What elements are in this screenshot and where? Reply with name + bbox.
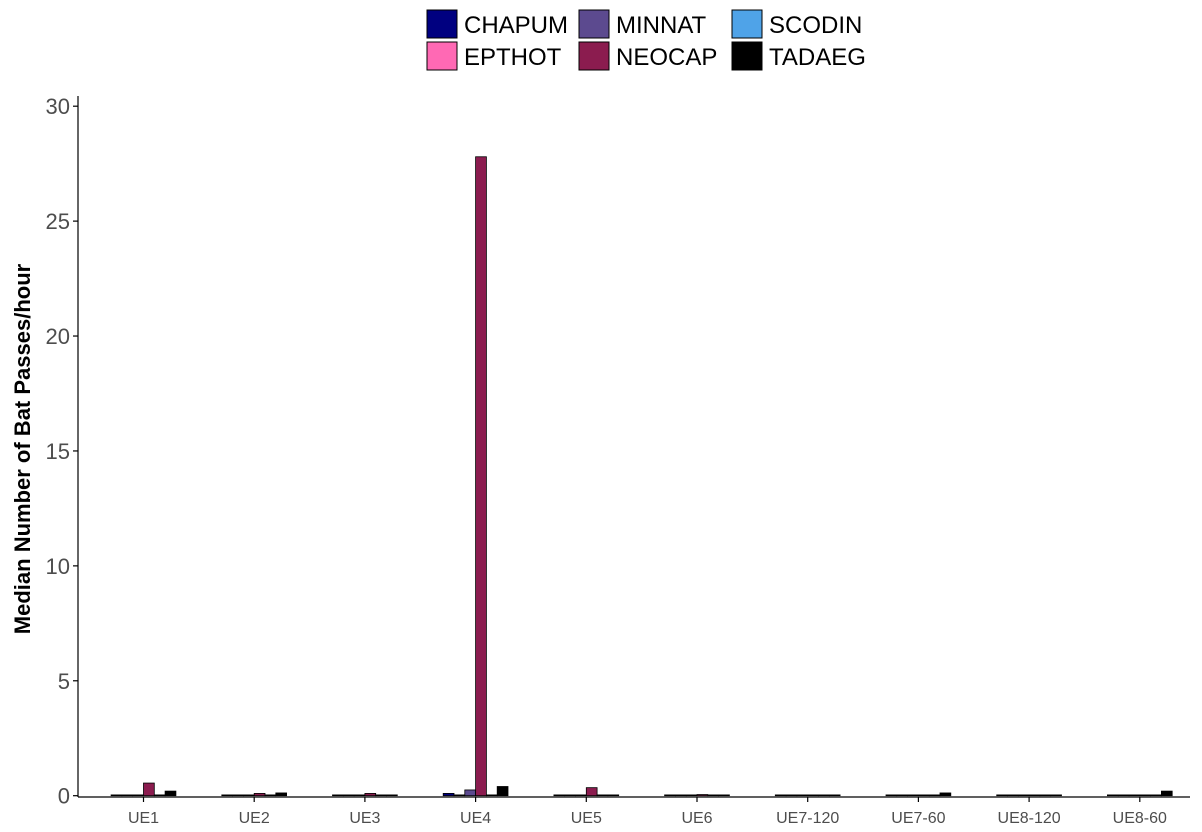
bar-chapum-ue2: [221, 794, 234, 797]
bar-chapum-ue4: [442, 793, 455, 797]
legend-label-neocap: NEOCAP: [616, 44, 717, 71]
legend-swatch-epthot: [426, 41, 458, 71]
bar-chapum-ue8-60: [1107, 794, 1119, 797]
bar-chapum-ue8-120: [996, 794, 1008, 797]
x-tick-label: UE8-60: [1113, 810, 1167, 827]
bar-epthot-ue4: [453, 794, 466, 797]
bar-scodin-ue5: [596, 794, 609, 797]
bar-chapum-ue3: [332, 794, 344, 797]
y-ticks: 0 5 10 15 20 25 30: [46, 94, 78, 809]
x-tick-label: UE2: [239, 810, 270, 827]
y-tick-label: 0: [58, 784, 70, 809]
legend-label-epthot: EPTHOT: [464, 44, 562, 71]
x-tick-label: UE7-120: [776, 810, 839, 827]
bar-scodin-ue4: [485, 794, 498, 797]
bar-epthot-ue8-120: [1007, 794, 1019, 797]
bar-scodin-ue6: [707, 794, 719, 797]
bar-minnat-ue8-120: [1017, 794, 1030, 797]
bar-epthot-ue6: [675, 794, 687, 797]
bar-chapum-ue6: [664, 794, 676, 797]
x-tick-label: UE1: [128, 810, 159, 827]
x-tick-label: UE7-60: [891, 810, 945, 827]
bar-tadaeg-ue4: [496, 786, 509, 797]
bar-tadaeg-ue6: [718, 794, 730, 797]
bar-tadaeg-ue3: [386, 794, 398, 797]
bar-tadaeg-ue7-60: [939, 792, 952, 797]
x-tick-label: UE5: [571, 810, 602, 827]
bar-scodin-ue7-60: [928, 794, 941, 797]
bar-minnat-ue3: [353, 794, 366, 797]
y-tick-label: 10: [46, 554, 70, 579]
bar-scodin-ue1: [153, 794, 166, 797]
bar-neocap-ue8-60: [1139, 794, 1152, 797]
x-ticks: UE1 UE2 UE3 UE4 UE5 UE6 UE7-120 UE7-60 UE8-120 UE…: [128, 797, 1167, 827]
bar-neocap-ue1: [143, 782, 155, 797]
bar-epthot-ue7-60: [896, 794, 908, 797]
legend-label-chapum: CHAPUM: [464, 12, 568, 39]
bar-scodin-ue2: [264, 794, 277, 797]
y-tick-label: 25: [46, 209, 70, 234]
bar-minnat-ue5: [575, 794, 587, 797]
y-tick-label: 20: [46, 324, 70, 349]
bar-scodin-ue7-120: [818, 794, 830, 797]
legend-label-scodin: SCODIN: [769, 12, 862, 39]
bar-neocap-ue4: [475, 156, 487, 797]
bar-neocap-ue2: [253, 793, 266, 797]
legend: CHAPUM MINNAT SCODIN EPTHOT NEOCAP TADAEG: [426, 9, 866, 71]
bar-epthot-ue8-60: [1117, 794, 1130, 797]
bar-epthot-ue5: [564, 794, 576, 797]
bar-minnat-ue7-120: [796, 794, 809, 797]
bars-group: [110, 156, 1173, 797]
y-axis-title: Median Number of Bat Passes/hour: [10, 263, 35, 634]
bar-tadaeg-ue8-120: [1050, 794, 1062, 797]
bar-neocap-ue7-120: [807, 794, 819, 797]
x-tick-label: UE3: [349, 810, 380, 827]
bar-chapum-ue7-60: [885, 794, 898, 797]
bar-minnat-ue2: [242, 794, 255, 797]
bar-scodin-ue3: [375, 794, 387, 797]
bar-tadaeg-ue1: [164, 790, 177, 797]
x-tick-label: UE8-120: [998, 810, 1061, 827]
bar-chapum-ue1: [110, 794, 123, 797]
y-tick-label: 15: [46, 439, 70, 464]
bar-chapum-ue7-120: [774, 794, 787, 797]
x-tick-label: UE6: [681, 810, 712, 827]
bar-neocap-ue8-120: [1028, 794, 1041, 797]
legend-swatch-neocap: [578, 41, 610, 71]
bar-minnat-ue8-60: [1128, 794, 1141, 797]
bar-neocap-ue6: [696, 794, 709, 797]
legend-swatch-scodin: [731, 9, 763, 39]
bar-minnat-ue4: [464, 789, 476, 797]
legend-label-tadaeg: TADAEG: [769, 44, 866, 71]
bar-neocap-ue5: [585, 787, 598, 797]
legend-label-minnat: MINNAT: [616, 12, 707, 39]
legend-swatch-chapum: [426, 9, 458, 39]
bar-epthot-ue3: [342, 794, 355, 797]
legend-swatch-tadaeg: [731, 41, 763, 71]
bar-tadaeg-ue2: [275, 792, 287, 797]
bar-neocap-ue7-60: [918, 794, 930, 797]
bar-minnat-ue6: [685, 794, 698, 797]
legend-swatch-minnat: [578, 9, 610, 39]
bar-neocap-ue3: [364, 793, 377, 797]
y-tick-label: 30: [46, 94, 70, 119]
bar-tadaeg-ue5: [607, 794, 620, 797]
bar-epthot-ue2: [232, 794, 244, 797]
bar-chapum-ue5: [553, 794, 566, 797]
bar-epthot-ue7-120: [785, 794, 798, 797]
bar-tadaeg-ue7-120: [828, 794, 841, 797]
bar-scodin-ue8-60: [1150, 794, 1162, 797]
bar-epthot-ue1: [121, 794, 134, 797]
x-tick-label: UE4: [460, 810, 491, 827]
bar-tadaeg-ue8-60: [1161, 790, 1173, 797]
y-tick-label: 5: [58, 669, 70, 694]
bar-minnat-ue7-60: [907, 794, 919, 797]
bar-scodin-ue8-120: [1039, 794, 1052, 797]
bar-minnat-ue1: [132, 794, 144, 797]
